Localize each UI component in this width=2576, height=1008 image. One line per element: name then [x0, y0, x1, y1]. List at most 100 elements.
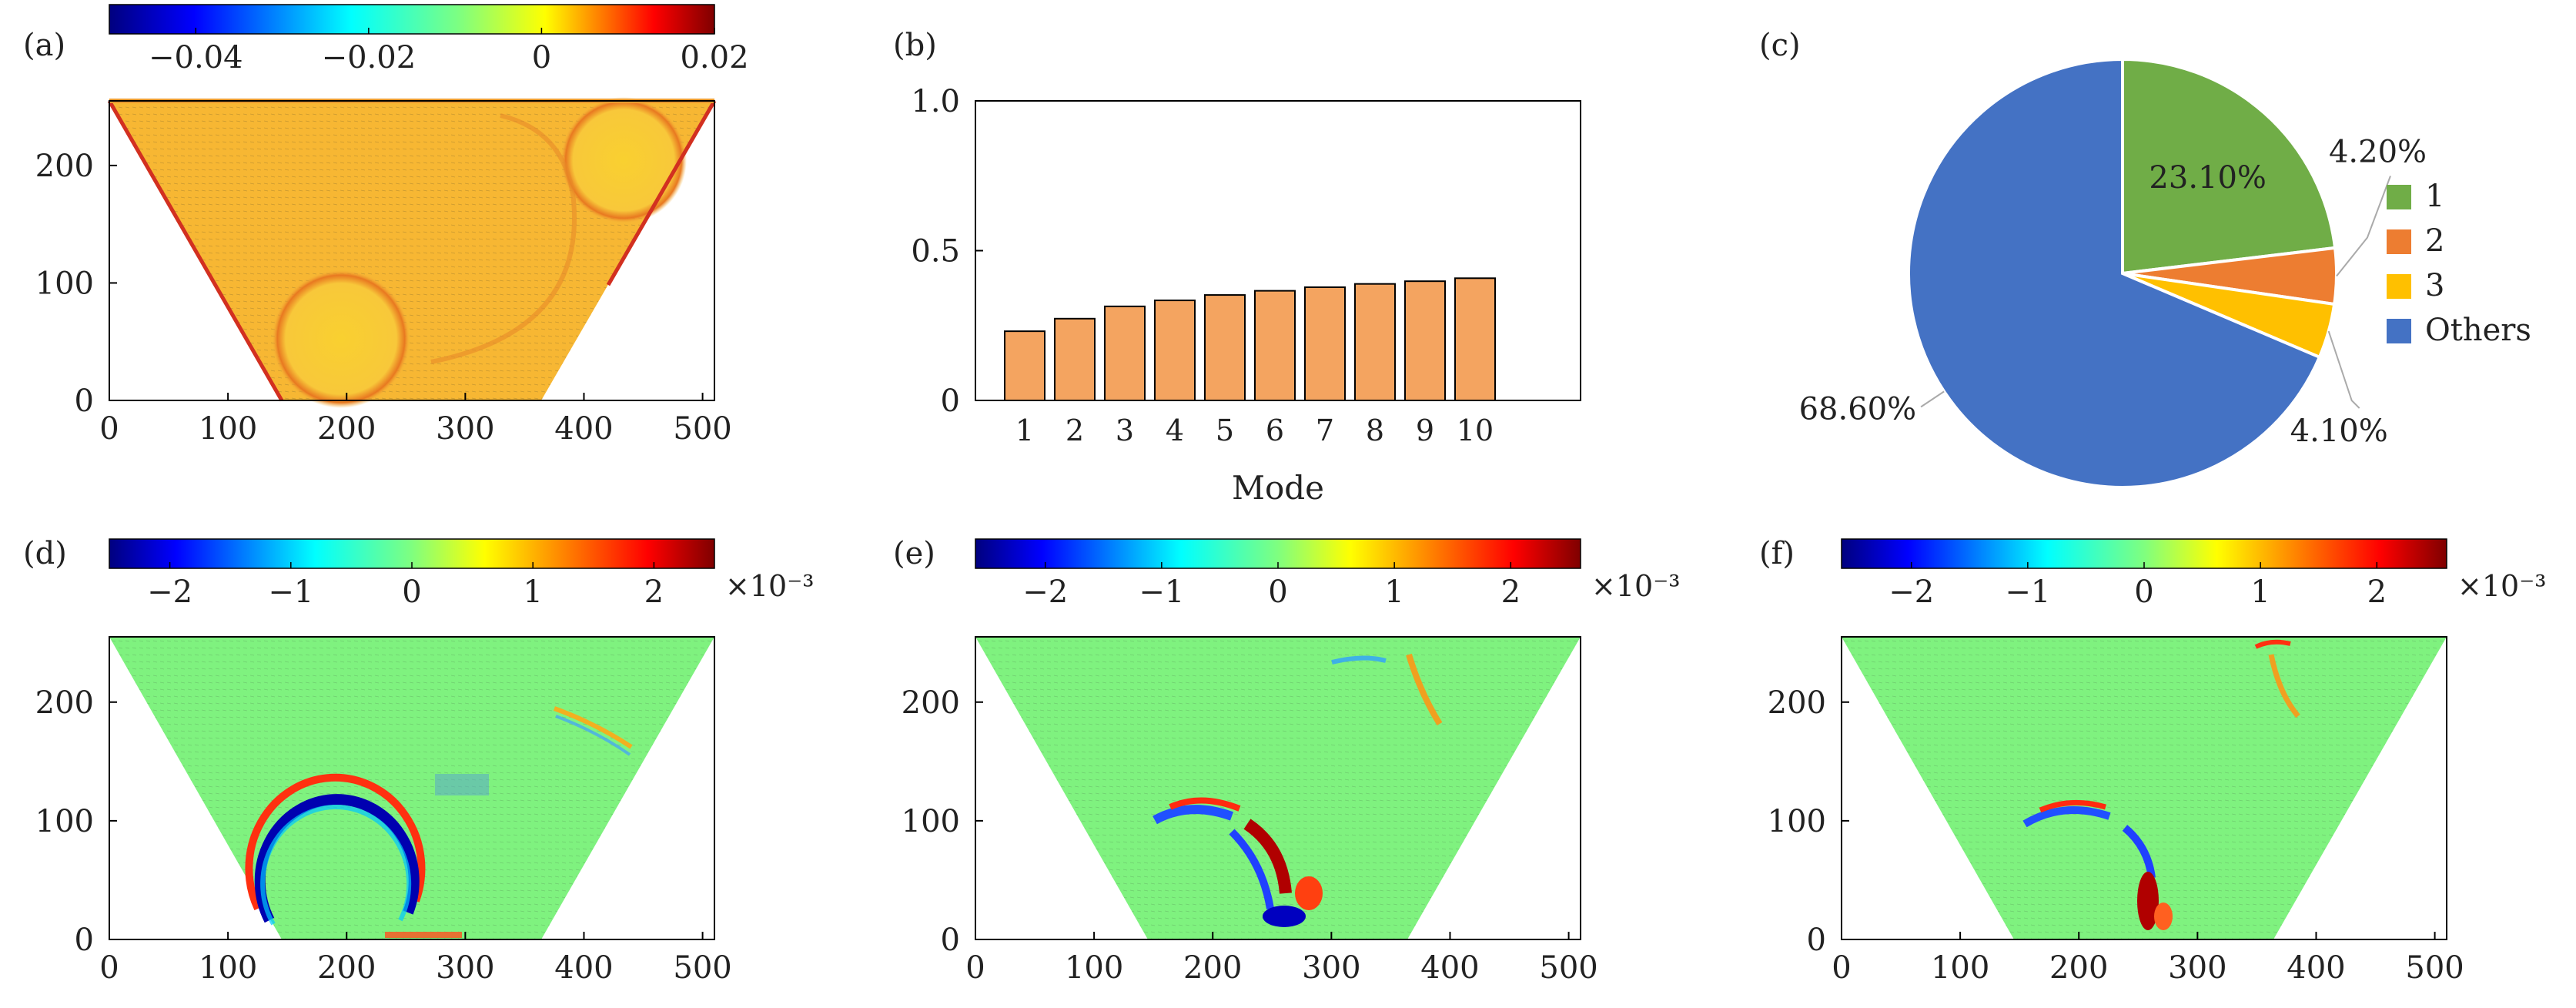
colorbar-a-gradient — [109, 4, 715, 35]
pie-value-label: 68.60% — [1799, 391, 1917, 427]
colorbar-tick-label: −1 — [1139, 574, 1184, 610]
colorbar-f-ticks: −2 −1 0 1 2 ×10⁻³ — [1889, 562, 2546, 610]
frame-d — [109, 636, 715, 940]
xlabel-b: Mode — [1232, 469, 1324, 507]
x-tick-label: 100 — [1931, 950, 1989, 986]
panel-a: (a) −0.04 −0.02 0 0.02 0 100 200 300 400 500 0 100… — [23, 4, 749, 447]
frame-f — [1841, 636, 2447, 940]
pie-slice — [1907, 57, 2322, 489]
y-tick-label: 200 — [35, 149, 94, 184]
x-tick-label: 7 — [1316, 414, 1334, 447]
streak-red-e — [1169, 797, 1241, 812]
contour-plot-f — [1842, 637, 2447, 939]
panel-f: (f) −2 −1 0 1 2 ×10⁻³ 0 100 200 300 400 500 0 100 200 — [1759, 536, 2546, 986]
y-tick-label: 0.5 — [911, 234, 960, 270]
edge-right-a — [606, 99, 717, 286]
legend-label: Others — [2425, 313, 2531, 348]
x-tick-label: 5 — [1216, 414, 1234, 447]
panel-d: (d) −2 −1 0 1 2 ×10⁻³ 0 100 200 300 400 500 0 100 200 — [23, 536, 814, 986]
legend-swatch — [2387, 274, 2411, 299]
axis-ticks-a: 0 100 200 300 400 500 0 100 200 — [35, 149, 732, 447]
bar — [1354, 283, 1396, 401]
x-tick-label: 0 — [965, 950, 985, 986]
y-tick-label: 0 — [1807, 923, 1826, 958]
x-tick-label: 200 — [1183, 950, 1242, 986]
pie-value-label: 4.10% — [2290, 414, 2388, 449]
pie-chart-c: 23.10% 4.20% 4.10% 68.60% — [1799, 57, 2427, 489]
blob-blue-e — [1263, 906, 1306, 927]
axes-d: 0 100 200 300 400 500 0 100 200 — [35, 636, 732, 986]
colorbar-a-ticks: −0.04 −0.02 0 0.02 — [149, 28, 749, 75]
streak-upper-e — [1406, 653, 1443, 726]
y-tick-label: 0 — [941, 383, 960, 419]
x-tick-label: 500 — [673, 950, 731, 986]
colorbar-tick-label: −1 — [268, 574, 313, 610]
bar — [1204, 294, 1246, 401]
x-tick-label: 10 — [1457, 414, 1494, 447]
bar — [1254, 290, 1296, 401]
colorbar-tick-label: 2 — [1501, 574, 1521, 610]
streak-dark-e — [1243, 819, 1292, 894]
panel-label-f: (f) — [1759, 536, 1795, 571]
contour-plot-a — [107, 97, 717, 408]
bars-b — [1004, 277, 1496, 402]
patch-d — [435, 774, 489, 795]
streak-red-f — [2039, 799, 2106, 813]
streak-blue-e — [1153, 805, 1234, 825]
colorbar-exponent: ×10⁻³ — [1591, 569, 1680, 603]
axis-ticks-d: 0 100 200 300 400 500 0 100 200 — [35, 685, 732, 986]
x-tick-label: 300 — [436, 950, 494, 986]
colorbar-tick-label: 0 — [402, 574, 421, 610]
streak-upper-f — [2268, 654, 2300, 718]
pie-value-label: 23.10% — [2149, 160, 2267, 196]
x-tick-label: 8 — [1366, 414, 1384, 447]
colorbar-tick-label: 2 — [2367, 574, 2387, 610]
legend-swatch — [2387, 229, 2411, 254]
ring-blue-d — [254, 794, 420, 923]
axis-ticks-f: 0 100 200 300 400 500 0 100 200 — [1768, 685, 2464, 986]
bar — [1104, 305, 1146, 402]
colorbar-tick-label: 2 — [644, 574, 664, 610]
x-tick-label: 500 — [673, 411, 731, 447]
colorbar-tick-label: 1 — [2250, 574, 2270, 610]
bar — [1054, 317, 1096, 402]
panel-b: (b) 1 2 3 4 5 6 7 8 9 10 0 0.5 1.0 Mode — [893, 28, 1581, 507]
panel-c: (c) 23.10% 4.20% 4.10% 68.60% 1 2 3 Others — [1759, 28, 2531, 489]
pie-leader-line — [1920, 390, 1945, 408]
x-tick-label: 200 — [317, 950, 376, 986]
x-tick-label: 100 — [199, 950, 257, 986]
pie-leader-line — [2336, 176, 2391, 277]
colorbar-tick-label: 1 — [1384, 574, 1403, 610]
streak-upper-red-f — [2254, 639, 2291, 649]
vector-field-e — [975, 637, 1581, 939]
panel-e: (e) −2 −1 0 1 2 ×10⁻³ 0 100 200 300 400 500 0 100 200 — [893, 536, 1680, 986]
streak-a — [430, 113, 577, 364]
colorbar-tick-label: −0.04 — [149, 40, 243, 75]
colorbar-tick-label: 0.02 — [680, 40, 748, 75]
x-tick-label: 0 — [1832, 950, 1851, 986]
bar — [1454, 277, 1496, 401]
colorbar-e: −2 −1 0 1 2 ×10⁻³ — [975, 538, 1680, 610]
x-tick-label: 400 — [1420, 950, 1479, 986]
y-tick-label: 0 — [75, 923, 94, 958]
contour-plot-d — [109, 637, 714, 939]
bar — [1404, 280, 1446, 402]
x-tick-label: 200 — [2049, 950, 2108, 986]
y-tick-label: 0 — [941, 923, 960, 958]
x-tick-label: 3 — [1116, 414, 1134, 447]
y-tick-label: 1.0 — [911, 84, 960, 119]
x-tick-label: 500 — [1539, 950, 1597, 986]
y-tick-label: 200 — [902, 685, 960, 721]
x-tick-label: 2 — [1066, 414, 1084, 447]
bar — [1154, 300, 1196, 401]
pie-value-label: 4.20% — [2329, 134, 2427, 169]
x-tick-label: 0 — [99, 411, 119, 447]
y-tick-label: 200 — [1768, 685, 1826, 721]
streak-blue2-f — [2122, 825, 2156, 879]
colorbar-tick-label: −2 — [147, 574, 192, 610]
edge-left-a — [107, 99, 284, 402]
bar — [1004, 330, 1045, 401]
streak-upper-blue-e — [1331, 655, 1387, 665]
blob-red-f — [2154, 903, 2173, 930]
x-tick-label: 300 — [2168, 950, 2226, 986]
